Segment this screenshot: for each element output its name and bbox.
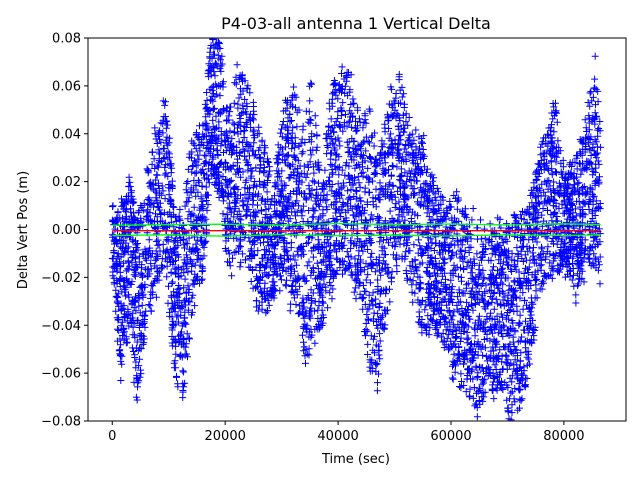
x-tick-label: 60000 (430, 429, 471, 444)
x-axis: 0 20000 40000 60000 80000 (108, 421, 585, 444)
plot-area (108, 38, 605, 421)
y-axis-label: Delta Vert Pos (m) (16, 171, 31, 289)
y-tick-label: −0.04 (41, 319, 81, 334)
x-tick-label: 0 (108, 429, 116, 444)
chart-title: P4-03-all antenna 1 Vertical Delta (221, 14, 491, 33)
y-tick-label: −0.06 (41, 367, 81, 382)
x-tick-label: 20000 (205, 429, 246, 444)
y-tick-label: 0.00 (52, 223, 81, 238)
lower-bound-line (112, 233, 601, 237)
y-tick-label: −0.08 (41, 415, 81, 430)
x-axis-label: Time (sec) (321, 452, 390, 467)
y-axis: −0.08 −0.06 −0.04 −0.02 0.00 0.02 0.04 0.06 0.08 (41, 32, 88, 430)
x-tick-label: 40000 (317, 429, 358, 444)
y-tick-label: 0.02 (52, 175, 81, 190)
reference-lines (112, 222, 601, 237)
y-tick-label: 0.08 (52, 32, 81, 47)
x-tick-label: 80000 (543, 429, 584, 444)
y-tick-label: −0.02 (41, 271, 81, 286)
upper-bound-line (112, 222, 601, 226)
y-tick-label: 0.04 (52, 127, 81, 142)
y-tick-label: 0.06 (52, 79, 81, 94)
